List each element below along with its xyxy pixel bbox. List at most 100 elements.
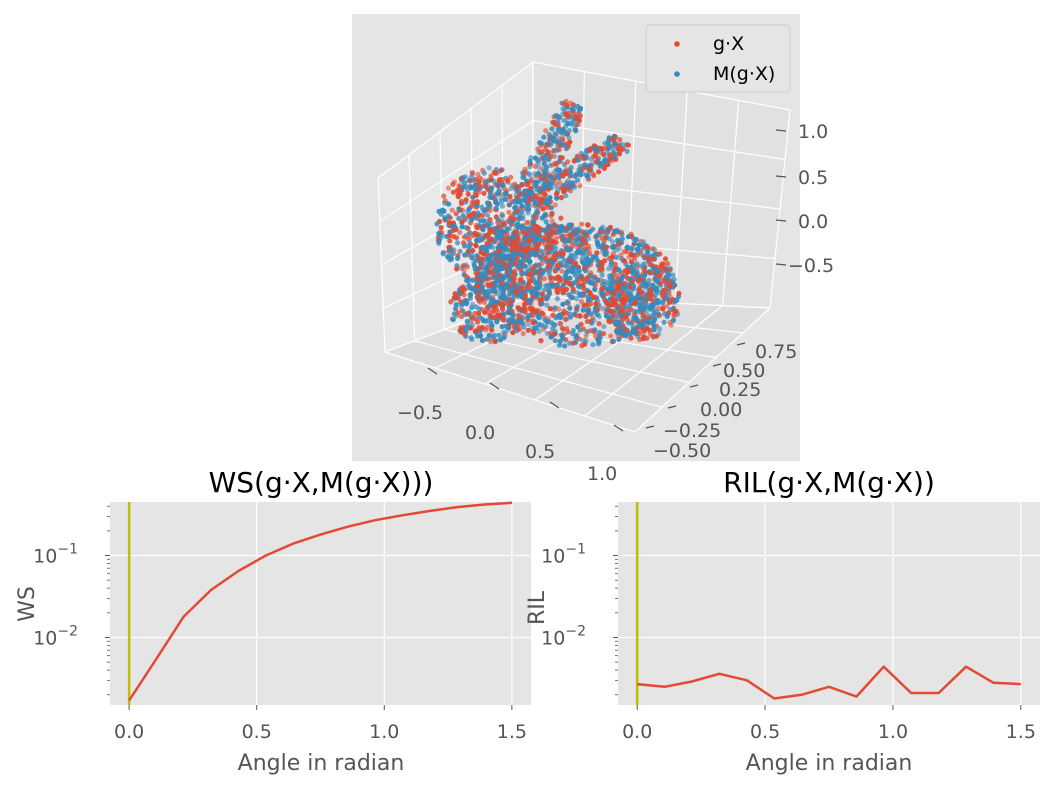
scatter-point-gx (483, 233, 490, 239)
scatter-point-gx (551, 225, 558, 231)
scatter-point-gx (520, 182, 526, 188)
scatter-point-mgx (548, 185, 554, 191)
y-tick-label: −0.25 (663, 420, 721, 442)
scatter-point-gx (646, 296, 652, 302)
scatter-point-mgx (615, 267, 622, 273)
scatter-point-gx (583, 333, 589, 339)
scatter-point-gx (609, 136, 615, 143)
scatter-point-mgx (569, 264, 575, 270)
scatter-point-gx (668, 282, 674, 288)
scatter-point-gx (522, 309, 528, 315)
scatter-point-gx (504, 230, 510, 237)
scatter-point-gx (496, 301, 502, 307)
scatter-point-mgx (541, 134, 547, 140)
scatter-point-gx (488, 339, 494, 345)
ril-title: RIL(g·X,M(g·X)) (723, 466, 935, 499)
scatter-point-gx (529, 309, 535, 315)
scatter-point-mgx (568, 164, 574, 170)
scatter-point-mgx (493, 291, 500, 297)
scatter-point-gx (487, 207, 493, 213)
scatter-point-mgx (553, 315, 559, 321)
scatter-point-mgx (462, 252, 468, 258)
scatter-point-gx (559, 155, 565, 161)
scatter-point-gx (510, 280, 516, 286)
ril-xlabel: Angle in radian (746, 751, 913, 776)
scatter-point-gx (492, 304, 499, 310)
scatter-point-gx (474, 294, 480, 300)
scatter-point-gx (628, 335, 634, 341)
scatter-point-gx (454, 266, 460, 272)
scatter-point-mgx (605, 226, 611, 233)
scatter-point-mgx (580, 291, 586, 297)
scatter-point-gx (541, 312, 547, 319)
scatter-point-mgx (612, 320, 619, 326)
ws-plot-background (110, 502, 531, 705)
scatter-point-gx (460, 217, 466, 223)
scatter-point-mgx (534, 208, 540, 214)
grid3d-line (634, 307, 771, 433)
scatter-point-gx (588, 270, 594, 276)
scatter-point-gx (606, 255, 613, 261)
scatter-point-mgx (554, 195, 560, 201)
scatter-point-mgx (466, 206, 472, 212)
x-tick-label: 0.0 (465, 422, 495, 444)
scatter-point-mgx (460, 184, 466, 190)
scatter-point-gx (463, 197, 469, 203)
scatter-point-mgx (634, 316, 640, 322)
scatter-point-gx (567, 139, 573, 145)
scatter-point-gx (619, 305, 625, 311)
scatter-point-mgx (509, 251, 515, 257)
scatter-point-gx (552, 331, 558, 337)
scatter-point-mgx (555, 282, 561, 288)
scatter-point-gx (484, 324, 491, 330)
scatter-point-gx (621, 300, 627, 306)
scatter-point-mgx (575, 103, 581, 109)
scatter-point-mgx (456, 207, 463, 213)
scatter-point-gx (650, 333, 656, 339)
scatter-point-mgx (655, 267, 661, 274)
scatter-point-mgx (479, 337, 486, 343)
scatter-point-gx (599, 285, 606, 292)
scatter-point-mgx (462, 242, 468, 248)
scatter-point-mgx (576, 157, 582, 163)
scatter-point-mgx (532, 267, 538, 273)
z-tick-label: −0.5 (788, 255, 834, 277)
scatter-point-mgx (568, 252, 574, 258)
scatter-point-mgx (567, 305, 573, 311)
scatter-point-gx (660, 306, 666, 312)
ril-ylabel: RIL (525, 590, 550, 625)
scatter-point-gx (506, 209, 512, 215)
x-tick (489, 382, 500, 390)
scatter-point-mgx (512, 324, 518, 330)
scatter-point-gx (580, 326, 586, 332)
scatter-point-mgx (454, 240, 461, 246)
scatter-point-mgx (633, 236, 639, 243)
ws-ticks: 0.0 0.5 1.0 1.5 10−2 10−1 (33, 505, 527, 743)
x-tick (549, 401, 560, 409)
scatter-point-gx (599, 235, 605, 241)
scatter-point-mgx (612, 228, 618, 234)
scatter-point-gx (565, 329, 571, 335)
scatter-point-mgx (590, 342, 596, 348)
scatter-point-gx (492, 170, 499, 176)
scatter-point-gx (479, 212, 485, 218)
scatter-point-gx (461, 267, 467, 273)
scatter-point-mgx (552, 338, 558, 344)
scatter-point-gx (508, 174, 514, 180)
scatter-point-mgx (541, 287, 548, 293)
scatter-point-mgx (608, 281, 615, 287)
scatter-point-mgx (670, 272, 676, 278)
scatter-point-gx (475, 319, 481, 325)
scatter-point-mgx (489, 323, 495, 329)
scatter-point-mgx (638, 301, 644, 307)
scatter-point-gx (601, 296, 607, 302)
scatter-points (434, 98, 682, 349)
scatter-point-mgx (580, 307, 586, 313)
scatter-point-gx (549, 211, 555, 217)
scatter-point-mgx (646, 277, 652, 283)
scatter-point-mgx (636, 242, 642, 248)
scatter-point-mgx (589, 280, 595, 286)
grid3d-line (769, 109, 791, 309)
scatter-point-gx (563, 98, 569, 104)
z-tick (775, 219, 787, 222)
